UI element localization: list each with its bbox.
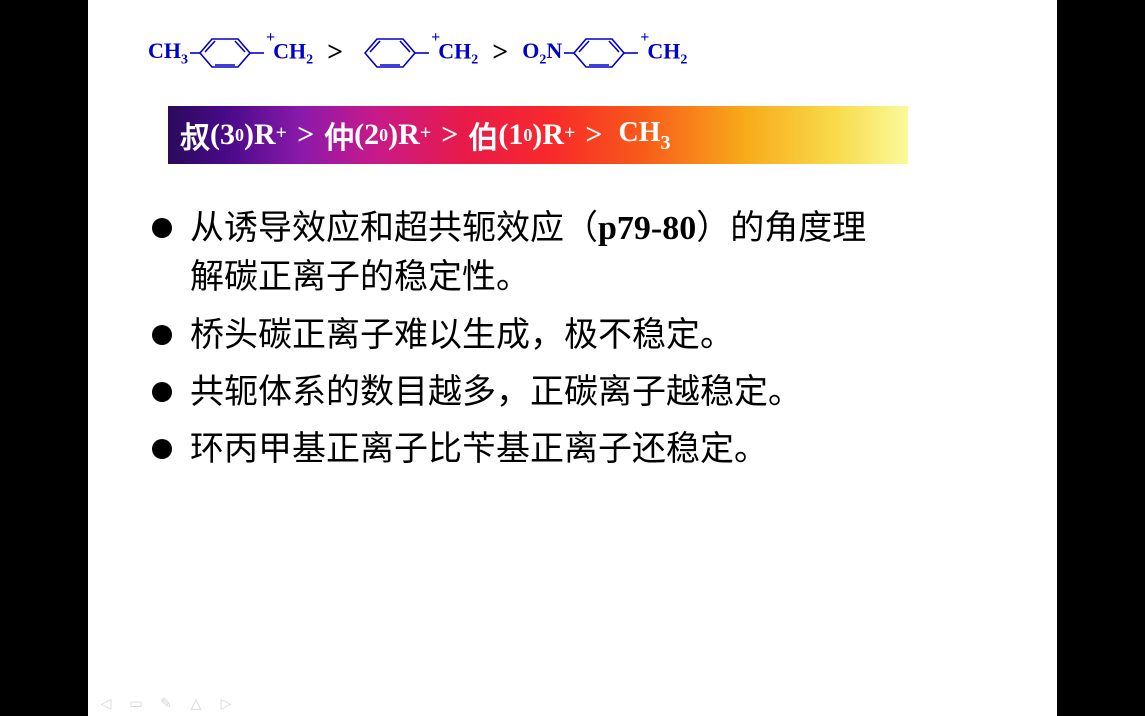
next-slide-icon[interactable]: ▷ — [218, 696, 234, 712]
methyl-label: CH3 — [619, 117, 671, 154]
greater-than-2: > — [492, 37, 508, 69]
prev-slide-icon[interactable]: ◁ — [98, 696, 114, 712]
bullet-item-1: 从诱导效应和超共轭效应（p79-80）的角度理 解碳正离子的稳定性。 — [148, 204, 1007, 303]
stability-order-banner: 叔(30)R+ > 仲(20)R+ > 伯(10)R+ > CH3 — [168, 106, 908, 164]
benzene-ring-icon — [359, 30, 429, 76]
greater-than: > — [441, 118, 458, 152]
greater-than: > — [585, 118, 602, 152]
slide-content: CH3 +CH2 > — [88, 0, 1057, 716]
structure-1: CH3 +CH2 — [148, 30, 313, 76]
bullet-item-2: 桥头碳正离子难以生成，极不稳定。 — [148, 311, 1007, 360]
structure-3: O2N +CH2 — [522, 30, 687, 76]
tertiary-label: 叔 — [180, 113, 210, 157]
slide-navigation: ◁ ▭ ✎ △ ▷ — [98, 696, 234, 712]
page-reference: p79-80 — [598, 210, 696, 247]
structure-2: +CH2 — [357, 30, 478, 76]
secondary-label: 仲 — [324, 113, 354, 157]
ch2-plus-label: +CH2 — [431, 37, 478, 69]
chemical-structures-row: CH3 +CH2 > — [148, 30, 1007, 76]
benzene-ring-icon — [190, 30, 264, 76]
ch2-plus-label: +CH2 — [266, 37, 313, 69]
ch2-plus-label: +CH2 — [640, 37, 687, 69]
pen-icon[interactable]: ✎ — [158, 696, 174, 712]
benzene-ring-icon — [564, 30, 638, 76]
greater-than-1: > — [327, 37, 343, 69]
bullet-list: 从诱导效应和超共轭效应（p79-80）的角度理 解碳正离子的稳定性。 桥头碳正离… — [138, 204, 1007, 474]
bullet-item-4: 环丙甲基正离子比苄基正离子还稳定。 — [148, 425, 1007, 474]
greater-than: > — [297, 118, 314, 152]
o2n-label: O2N — [522, 38, 562, 68]
up-icon[interactable]: △ — [188, 696, 204, 712]
menu-icon[interactable]: ▭ — [128, 696, 144, 712]
bullet-item-3: 共轭体系的数目越多，正碳离子越稳定。 — [148, 368, 1007, 417]
primary-label: 伯 — [468, 113, 498, 157]
ch3-label: CH3 — [148, 38, 188, 68]
